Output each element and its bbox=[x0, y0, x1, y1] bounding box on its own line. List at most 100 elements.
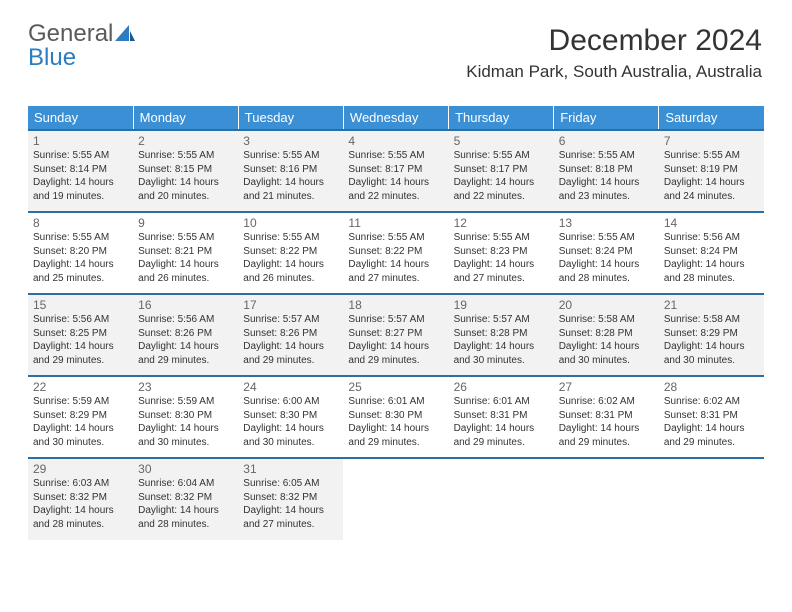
day-info: Sunrise: 6:02 AMSunset: 8:31 PMDaylight:… bbox=[559, 395, 654, 449]
day-info: Sunrise: 5:55 AMSunset: 8:14 PMDaylight:… bbox=[33, 149, 128, 203]
calendar-day-cell: 3Sunrise: 5:55 AMSunset: 8:16 PMDaylight… bbox=[238, 130, 343, 212]
day-number: 27 bbox=[559, 380, 654, 394]
day-number: 26 bbox=[454, 380, 549, 394]
calendar-day-cell: 30Sunrise: 6:04 AMSunset: 8:32 PMDayligh… bbox=[133, 458, 238, 540]
calendar-table: Sunday Monday Tuesday Wednesday Thursday… bbox=[28, 106, 764, 540]
day-info: Sunrise: 6:01 AMSunset: 8:31 PMDaylight:… bbox=[454, 395, 549, 449]
day-number: 31 bbox=[243, 462, 338, 476]
calendar-day-cell: 1Sunrise: 5:55 AMSunset: 8:14 PMDaylight… bbox=[28, 130, 133, 212]
day-info: Sunrise: 5:56 AMSunset: 8:26 PMDaylight:… bbox=[138, 313, 233, 367]
calendar-day-cell: 27Sunrise: 6:02 AMSunset: 8:31 PMDayligh… bbox=[554, 376, 659, 458]
day-info: Sunrise: 5:57 AMSunset: 8:26 PMDaylight:… bbox=[243, 313, 338, 367]
day-info: Sunrise: 5:55 AMSunset: 8:16 PMDaylight:… bbox=[243, 149, 338, 203]
day-number: 7 bbox=[664, 134, 759, 148]
day-info: Sunrise: 5:55 AMSunset: 8:17 PMDaylight:… bbox=[454, 149, 549, 203]
header-tuesday: Tuesday bbox=[238, 106, 343, 130]
calendar-day-cell: 4Sunrise: 5:55 AMSunset: 8:17 PMDaylight… bbox=[343, 130, 448, 212]
day-number: 10 bbox=[243, 216, 338, 230]
calendar-day-cell bbox=[554, 458, 659, 540]
calendar-week-row: 15Sunrise: 5:56 AMSunset: 8:25 PMDayligh… bbox=[28, 294, 764, 376]
day-info: Sunrise: 6:05 AMSunset: 8:32 PMDaylight:… bbox=[243, 477, 338, 531]
day-info: Sunrise: 5:55 AMSunset: 8:22 PMDaylight:… bbox=[243, 231, 338, 285]
calendar-day-cell: 21Sunrise: 5:58 AMSunset: 8:29 PMDayligh… bbox=[659, 294, 764, 376]
calendar-day-cell bbox=[659, 458, 764, 540]
calendar-day-cell: 28Sunrise: 6:02 AMSunset: 8:31 PMDayligh… bbox=[659, 376, 764, 458]
day-number: 20 bbox=[559, 298, 654, 312]
day-number: 23 bbox=[138, 380, 233, 394]
day-number: 25 bbox=[348, 380, 443, 394]
calendar-day-cell: 19Sunrise: 5:57 AMSunset: 8:28 PMDayligh… bbox=[449, 294, 554, 376]
calendar-header-row: Sunday Monday Tuesday Wednesday Thursday… bbox=[28, 106, 764, 130]
calendar-day-cell: 14Sunrise: 5:56 AMSunset: 8:24 PMDayligh… bbox=[659, 212, 764, 294]
day-number: 3 bbox=[243, 134, 338, 148]
calendar-week-row: 1Sunrise: 5:55 AMSunset: 8:14 PMDaylight… bbox=[28, 130, 764, 212]
day-number: 5 bbox=[454, 134, 549, 148]
calendar-day-cell: 7Sunrise: 5:55 AMSunset: 8:19 PMDaylight… bbox=[659, 130, 764, 212]
calendar-day-cell: 11Sunrise: 5:55 AMSunset: 8:22 PMDayligh… bbox=[343, 212, 448, 294]
calendar-day-cell: 15Sunrise: 5:56 AMSunset: 8:25 PMDayligh… bbox=[28, 294, 133, 376]
calendar-day-cell: 25Sunrise: 6:01 AMSunset: 8:30 PMDayligh… bbox=[343, 376, 448, 458]
day-number: 16 bbox=[138, 298, 233, 312]
day-number: 11 bbox=[348, 216, 443, 230]
day-info: Sunrise: 5:55 AMSunset: 8:22 PMDaylight:… bbox=[348, 231, 443, 285]
day-info: Sunrise: 5:55 AMSunset: 8:17 PMDaylight:… bbox=[348, 149, 443, 203]
calendar-day-cell: 12Sunrise: 5:55 AMSunset: 8:23 PMDayligh… bbox=[449, 212, 554, 294]
header-saturday: Saturday bbox=[659, 106, 764, 130]
day-info: Sunrise: 5:58 AMSunset: 8:29 PMDaylight:… bbox=[664, 313, 759, 367]
day-info: Sunrise: 5:56 AMSunset: 8:25 PMDaylight:… bbox=[33, 313, 128, 367]
header-thursday: Thursday bbox=[449, 106, 554, 130]
day-number: 6 bbox=[559, 134, 654, 148]
day-number: 4 bbox=[348, 134, 443, 148]
day-number: 24 bbox=[243, 380, 338, 394]
calendar-day-cell: 9Sunrise: 5:55 AMSunset: 8:21 PMDaylight… bbox=[133, 212, 238, 294]
calendar-day-cell: 6Sunrise: 5:55 AMSunset: 8:18 PMDaylight… bbox=[554, 130, 659, 212]
day-number: 17 bbox=[243, 298, 338, 312]
day-number: 8 bbox=[33, 216, 128, 230]
calendar-day-cell: 20Sunrise: 5:58 AMSunset: 8:28 PMDayligh… bbox=[554, 294, 659, 376]
day-info: Sunrise: 5:55 AMSunset: 8:24 PMDaylight:… bbox=[559, 231, 654, 285]
day-number: 9 bbox=[138, 216, 233, 230]
calendar-day-cell: 13Sunrise: 5:55 AMSunset: 8:24 PMDayligh… bbox=[554, 212, 659, 294]
calendar-day-cell: 31Sunrise: 6:05 AMSunset: 8:32 PMDayligh… bbox=[238, 458, 343, 540]
calendar-week-row: 22Sunrise: 5:59 AMSunset: 8:29 PMDayligh… bbox=[28, 376, 764, 458]
day-number: 21 bbox=[664, 298, 759, 312]
day-info: Sunrise: 5:55 AMSunset: 8:19 PMDaylight:… bbox=[664, 149, 759, 203]
day-info: Sunrise: 5:55 AMSunset: 8:20 PMDaylight:… bbox=[33, 231, 128, 285]
day-number: 13 bbox=[559, 216, 654, 230]
calendar-week-row: 29Sunrise: 6:03 AMSunset: 8:32 PMDayligh… bbox=[28, 458, 764, 540]
day-info: Sunrise: 5:56 AMSunset: 8:24 PMDaylight:… bbox=[664, 231, 759, 285]
logo-text-1: General bbox=[28, 20, 113, 47]
day-info: Sunrise: 5:55 AMSunset: 8:21 PMDaylight:… bbox=[138, 231, 233, 285]
calendar-day-cell: 29Sunrise: 6:03 AMSunset: 8:32 PMDayligh… bbox=[28, 458, 133, 540]
header-sunday: Sunday bbox=[28, 106, 133, 130]
day-info: Sunrise: 5:58 AMSunset: 8:28 PMDaylight:… bbox=[559, 313, 654, 367]
day-info: Sunrise: 5:59 AMSunset: 8:29 PMDaylight:… bbox=[33, 395, 128, 449]
day-info: Sunrise: 6:04 AMSunset: 8:32 PMDaylight:… bbox=[138, 477, 233, 531]
day-number: 29 bbox=[33, 462, 128, 476]
day-info: Sunrise: 5:59 AMSunset: 8:30 PMDaylight:… bbox=[138, 395, 233, 449]
calendar-day-cell: 17Sunrise: 5:57 AMSunset: 8:26 PMDayligh… bbox=[238, 294, 343, 376]
page-title: December 2024 bbox=[549, 24, 762, 58]
calendar-day-cell: 23Sunrise: 5:59 AMSunset: 8:30 PMDayligh… bbox=[133, 376, 238, 458]
calendar-day-cell: 22Sunrise: 5:59 AMSunset: 8:29 PMDayligh… bbox=[28, 376, 133, 458]
calendar-day-cell bbox=[343, 458, 448, 540]
logo: General Blue bbox=[28, 22, 135, 70]
day-number: 1 bbox=[33, 134, 128, 148]
header-monday: Monday bbox=[133, 106, 238, 130]
calendar-day-cell: 16Sunrise: 5:56 AMSunset: 8:26 PMDayligh… bbox=[133, 294, 238, 376]
day-info: Sunrise: 6:00 AMSunset: 8:30 PMDaylight:… bbox=[243, 395, 338, 449]
day-number: 19 bbox=[454, 298, 549, 312]
logo-text-2: Blue bbox=[28, 44, 76, 71]
logo-sail-icon bbox=[115, 25, 135, 41]
calendar-day-cell: 8Sunrise: 5:55 AMSunset: 8:20 PMDaylight… bbox=[28, 212, 133, 294]
day-info: Sunrise: 6:01 AMSunset: 8:30 PMDaylight:… bbox=[348, 395, 443, 449]
day-number: 30 bbox=[138, 462, 233, 476]
day-info: Sunrise: 5:57 AMSunset: 8:27 PMDaylight:… bbox=[348, 313, 443, 367]
day-number: 22 bbox=[33, 380, 128, 394]
day-number: 28 bbox=[664, 380, 759, 394]
day-number: 15 bbox=[33, 298, 128, 312]
calendar-day-cell: 18Sunrise: 5:57 AMSunset: 8:27 PMDayligh… bbox=[343, 294, 448, 376]
calendar-day-cell: 24Sunrise: 6:00 AMSunset: 8:30 PMDayligh… bbox=[238, 376, 343, 458]
header-friday: Friday bbox=[554, 106, 659, 130]
calendar-day-cell: 26Sunrise: 6:01 AMSunset: 8:31 PMDayligh… bbox=[449, 376, 554, 458]
